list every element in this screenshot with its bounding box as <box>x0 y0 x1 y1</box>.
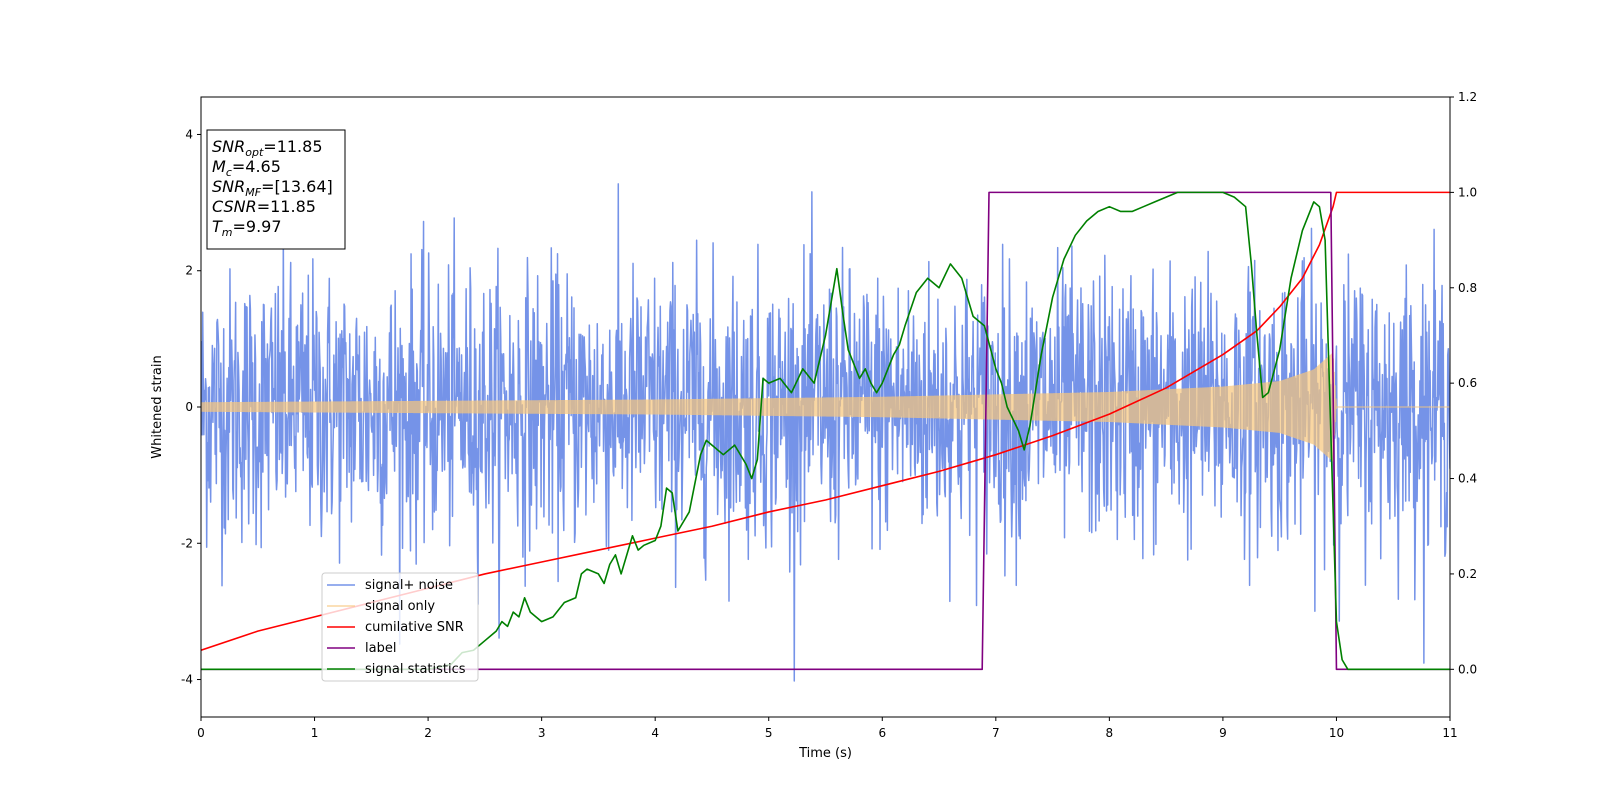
x-tick-label: 10 <box>1329 726 1344 740</box>
info-box-frame <box>206 129 346 250</box>
y2-tick-label: 0.6 <box>1458 376 1477 390</box>
y-tick-label: -4 <box>181 673 193 687</box>
y2-tick-label: 1.0 <box>1458 185 1477 199</box>
info-box-value: =4.65 <box>232 157 281 176</box>
y-tick-label: 0 <box>185 400 193 414</box>
y2-tick-label: 1.2 <box>1458 90 1477 104</box>
x-tick-label: 8 <box>1106 726 1114 740</box>
info-box-subscript: c <box>226 166 232 179</box>
y2-tick-label: 0.2 <box>1458 567 1477 581</box>
x-tick-label: 2 <box>424 726 432 740</box>
series-line-signal-only <box>201 352 1450 462</box>
x-tick-label: 1 <box>311 726 319 740</box>
legend-label: label <box>365 641 396 656</box>
info-box-value: =9.97 <box>233 217 282 236</box>
info-box-subscript: opt <box>245 146 264 159</box>
info-box-entry: CSNR=11.85 <box>212 197 316 216</box>
legend-label: cumilative SNR <box>365 620 464 635</box>
x-tick-label: 6 <box>878 726 886 740</box>
info-box-value: =11.85 <box>263 137 322 156</box>
info-box-subscript: MF <box>245 186 261 199</box>
legend: signal+ noise signal only cumilative SNR la… <box>321 572 479 682</box>
y-tick-label: -2 <box>181 536 193 550</box>
info-box-symbol: CSNR <box>212 197 257 216</box>
y-axis-label: Whitened strain <box>150 355 165 458</box>
y2-tick-label: 0.0 <box>1458 662 1477 676</box>
legend-label: signal only <box>365 599 435 614</box>
y-tick-label: 4 <box>185 127 193 141</box>
info-box-entry: Tm=9.97 <box>212 217 282 239</box>
x-tick-label: 9 <box>1219 726 1227 740</box>
x-tick-label: 5 <box>765 726 773 740</box>
x-tick-label: 11 <box>1442 726 1457 740</box>
info-box-entry: Mc=4.65 <box>212 157 281 179</box>
legend-label: signal statistics <box>365 662 466 677</box>
x-tick-label: 0 <box>197 726 205 740</box>
info-box-symbol: T <box>212 217 223 236</box>
y2-tick-label: 0.8 <box>1458 281 1477 295</box>
info-box-symbol: SNR <box>212 137 245 156</box>
info-box-value: =11.85 <box>257 197 316 216</box>
legend-label: signal+ noise <box>365 578 453 593</box>
x-tick-label: 4 <box>651 726 659 740</box>
info-box-symbol: SNR <box>212 177 245 196</box>
info-box-symbol: M <box>212 157 226 176</box>
axis-ticks: 0 1 2 3 4 5 6 7 8 9 10 11 -4 -2 0 2 4 0.0 0.2 0.4 0.6 0.8 1.0 1… <box>181 90 1477 740</box>
x-tick-label: 7 <box>992 726 1000 740</box>
info-box-entry: SNRMF=[13.64] <box>212 177 333 199</box>
series-line-signal-noise <box>201 183 1450 682</box>
y-tick-label: 2 <box>185 264 193 278</box>
legend-frame <box>321 572 479 682</box>
x-tick-label: 3 <box>538 726 546 740</box>
series-line-signal-statistics <box>201 191 1450 671</box>
info-box-entry: SNRopt=11.85 <box>212 137 323 159</box>
info-box: SNRopt=11.85Mc=4.65SNRMF=[13.64]CSNR=11.… <box>206 129 346 250</box>
info-box-subscript: m <box>222 226 233 239</box>
info-box-value: =[13.64] <box>261 177 333 196</box>
y2-tick-label: 0.4 <box>1458 472 1477 486</box>
x-axis-label: Time (s) <box>798 746 852 761</box>
